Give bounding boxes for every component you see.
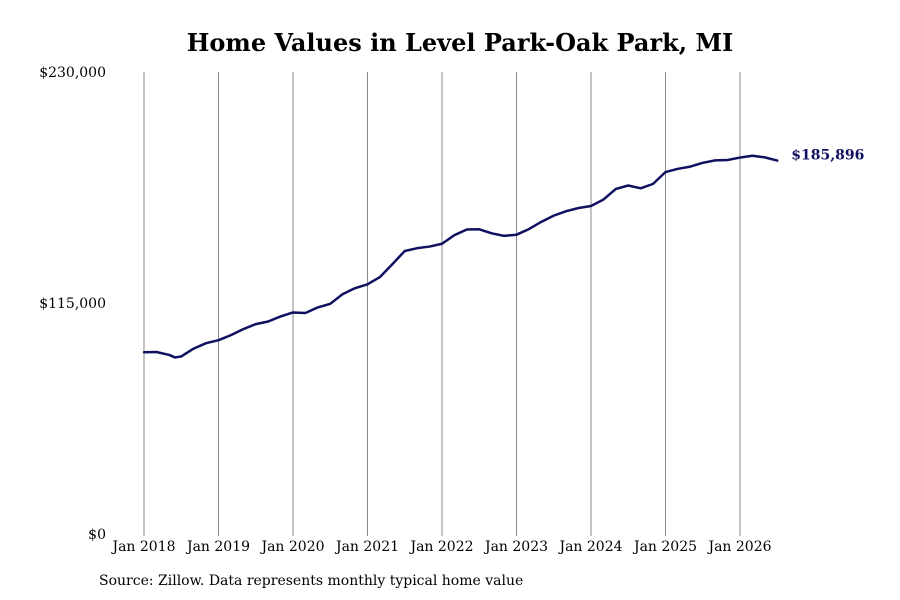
x-tick-label: Jan 2026 xyxy=(706,539,771,555)
chart-title: Home Values in Level Park-Oak Park, MI xyxy=(186,28,734,57)
x-tick-label: Jan 2025 xyxy=(632,539,697,555)
source-note: Source: Zillow. Data represents monthly … xyxy=(99,573,524,589)
x-tick-label: Jan 2024 xyxy=(557,539,622,555)
x-tick-label: Jan 2018 xyxy=(110,539,175,555)
x-tick-label: Jan 2021 xyxy=(334,539,399,555)
x-tick-label: Jan 2023 xyxy=(483,539,548,555)
series-layer xyxy=(142,154,779,359)
x-tick-label: Jan 2019 xyxy=(185,539,250,555)
x-axis-ticks: Jan 2018 Jan 2019 Jan 2020 Jan 2021 Jan 2022… xyxy=(110,539,771,555)
series-line xyxy=(142,154,779,359)
y-tick-label: $115,000 xyxy=(39,296,106,312)
end-value-label: $185,896 xyxy=(791,148,864,164)
x-tick-label: Jan 2020 xyxy=(259,539,324,555)
y-axis-ticks: $0 $115,000 $230,000 xyxy=(39,65,106,543)
y-tick-label: $230,000 xyxy=(39,65,106,81)
gridlines xyxy=(143,72,741,536)
y-tick-label: $0 xyxy=(88,527,106,543)
x-tick-label: Jan 2022 xyxy=(408,539,473,555)
